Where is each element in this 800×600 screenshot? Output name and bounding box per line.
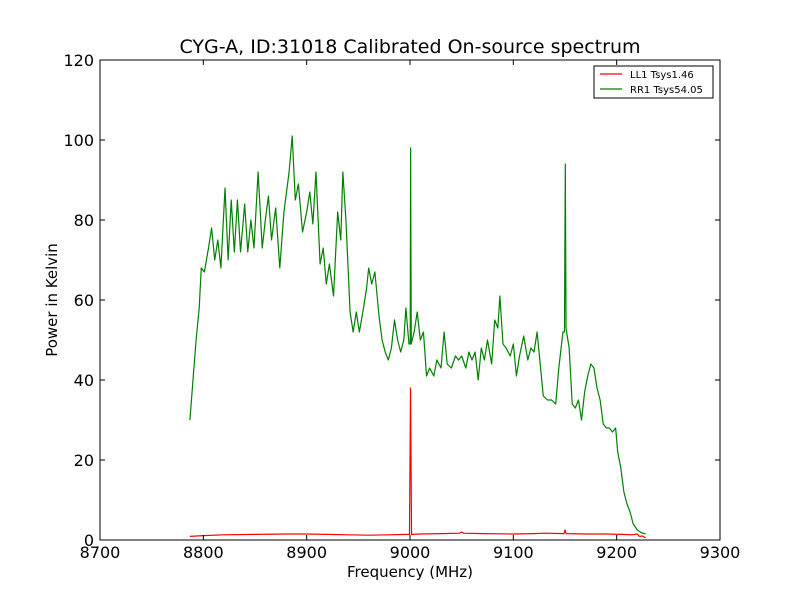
series-line-ll1 [189,387,646,539]
x-tick-label: 9200 [596,543,637,562]
y-tick-label: 120 [63,51,94,70]
legend-box [593,65,714,99]
y-axis-label: Power in Kelvin [43,243,61,357]
x-axis-label: Frequency (MHz) [347,563,473,581]
y-tick-label: 100 [63,131,94,150]
x-tick-label: 9000 [390,543,431,562]
y-tick-label: 80 [74,211,94,230]
x-tick-label: 8800 [183,543,224,562]
x-tick-label: 9100 [493,543,534,562]
y-tick-label: 40 [74,371,94,390]
series-layer [189,135,646,539]
x-tick-label: 8900 [286,543,327,562]
y-tick-label: 0 [84,531,94,550]
series-line-rr1 [189,135,646,535]
legend: LL1 Tsys1.46 RR1 Tsys54.05 [593,65,714,99]
chart-title: CYG-A, ID:31018 Calibrated On-source spe… [179,36,640,58]
y-tick-label: 20 [74,451,94,470]
x-tick-label: 8700 [80,543,121,562]
x-tick-label: 9300 [700,543,741,562]
y-axis: 0 20 40 60 80 100 120 [63,51,720,550]
x-axis: 8700 8800 8900 9000 9100 9200 9300 [80,60,741,562]
y-tick-label: 60 [74,291,94,310]
legend-label-rr1: RR1 Tsys54.05 [630,85,703,96]
legend-label-ll1: LL1 Tsys1.46 [630,70,694,81]
